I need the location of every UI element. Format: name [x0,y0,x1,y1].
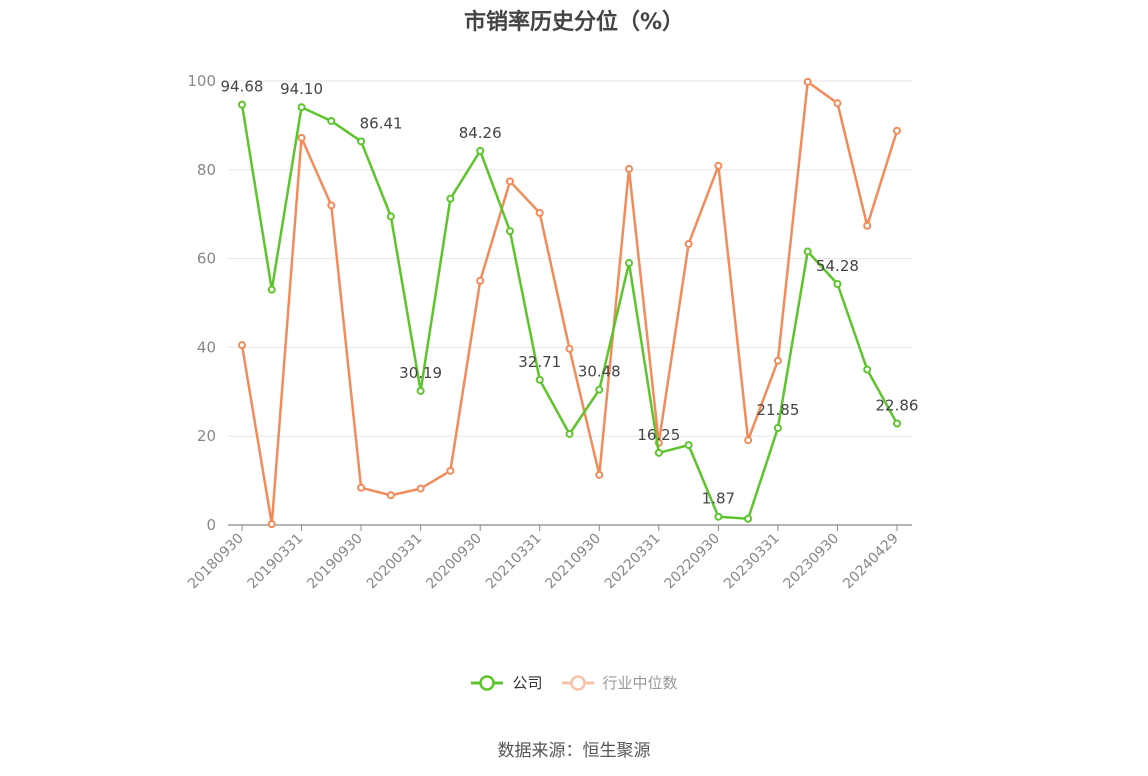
y-tick-label: 100 [187,72,216,90]
x-tick-label: 20220930 [661,531,723,593]
data-label: 16.25 [637,426,680,444]
x-tick-label: 20180930 [185,531,247,593]
data-point-company[interactable] [446,194,455,203]
data-point-company[interactable] [505,227,514,236]
data-point-company[interactable] [803,247,812,256]
y-tick-label: 60 [197,250,216,268]
x-tick-label: 20210331 [483,531,545,593]
data-point-company[interactable] [386,212,395,221]
grid-lines [228,80,912,437]
data-point-industry[interactable] [833,99,842,108]
data-label: 54.28 [816,257,859,275]
data-point-company[interactable] [833,279,842,288]
data-point-industry[interactable] [297,133,306,142]
data-point-industry[interactable] [267,520,276,529]
data-label: 86.41 [360,114,403,132]
data-point-industry[interactable] [744,436,753,445]
data-point-industry[interactable] [565,344,574,353]
data-label: 21.85 [756,401,799,419]
legend-industry-marker-icon [561,674,594,691]
data-point-industry[interactable] [535,208,544,217]
data-point-company[interactable] [565,429,574,438]
x-tick-label: 20200930 [423,531,485,593]
x-tick-label: 20190331 [245,531,307,593]
chart-title: 市销率历史分位（%） [463,10,685,35]
data-point-industry[interactable] [505,177,514,186]
data-point-industry[interactable] [386,491,395,500]
data-point-company[interactable] [267,285,276,294]
data-point-company[interactable] [773,423,782,432]
y-tick-label: 80 [197,161,216,179]
data-point-company[interactable] [238,100,246,109]
data-label: 94.68 [221,78,264,96]
legend-company-label: 公司 [512,674,543,692]
data-label: 30.48 [578,363,621,381]
series [238,77,901,529]
data-point-company[interactable] [327,116,336,125]
x-tick-label: 20190930 [304,531,366,593]
data-point-industry[interactable] [684,239,693,248]
legend-item-company[interactable]: 公司 [470,672,543,693]
data-point-company[interactable] [595,385,604,394]
data-point-company[interactable] [476,146,485,155]
data-point-company[interactable] [744,514,753,523]
data-point-industry[interactable] [863,221,872,230]
line-chart: 0204060801002018093020190331201909302020… [185,72,919,593]
legend-company-marker-icon [471,674,504,691]
data-point-company[interactable] [297,103,306,112]
data-point-industry[interactable] [773,356,782,365]
y-tick-label: 40 [197,338,216,356]
data-point-industry[interactable] [238,341,246,350]
data-point-company[interactable] [416,386,425,395]
x-tick-label: 20220331 [602,531,664,593]
data-point-industry[interactable] [714,161,723,170]
data-point-company[interactable] [654,448,663,457]
data-point-industry[interactable] [476,276,485,285]
data-point-industry[interactable] [893,126,901,135]
data-label: 1.87 [702,490,735,508]
data-label: 30.19 [399,364,442,382]
legend-industry-label: 行业中位数 [602,674,678,692]
data-point-industry[interactable] [327,201,336,210]
data-point-industry[interactable] [625,164,634,173]
data-point-company[interactable] [684,441,693,450]
data-point-company[interactable] [863,365,872,374]
data-point-industry[interactable] [357,483,366,492]
data-point-company[interactable] [535,375,544,384]
x-tick-label: 20240429 [840,531,902,593]
data-point-company[interactable] [714,512,723,521]
data-source: 数据来源：恒生聚源 [497,741,651,761]
legend-item-industry[interactable]: 行业中位数 [561,672,678,693]
data-label: 32.71 [518,353,561,371]
data-point-company[interactable] [357,137,366,146]
data-label: 84.26 [459,124,502,142]
x-tick-label: 20230930 [781,531,843,593]
data-point-industry[interactable] [446,466,455,475]
data-point-industry[interactable] [803,77,812,86]
data-labels: 94.68 94.10 86.41 30.19 84.26 32.71 30.48 16.25… [221,78,919,508]
data-label: 94.10 [280,80,323,98]
x-tick-label: 20210930 [542,531,604,593]
x-tick-label: 20200331 [364,531,426,593]
legend: 公司 行业中位数 [0,672,1148,693]
y-tick-label: 20 [197,427,216,445]
data-point-company[interactable] [625,259,634,268]
data-point-industry[interactable] [416,484,425,493]
data-label: 22.86 [876,397,919,415]
data-point-company[interactable] [893,419,901,428]
y-tick-label: 0 [206,516,216,534]
data-point-industry[interactable] [595,470,604,479]
x-tick-label: 20230331 [721,531,783,593]
